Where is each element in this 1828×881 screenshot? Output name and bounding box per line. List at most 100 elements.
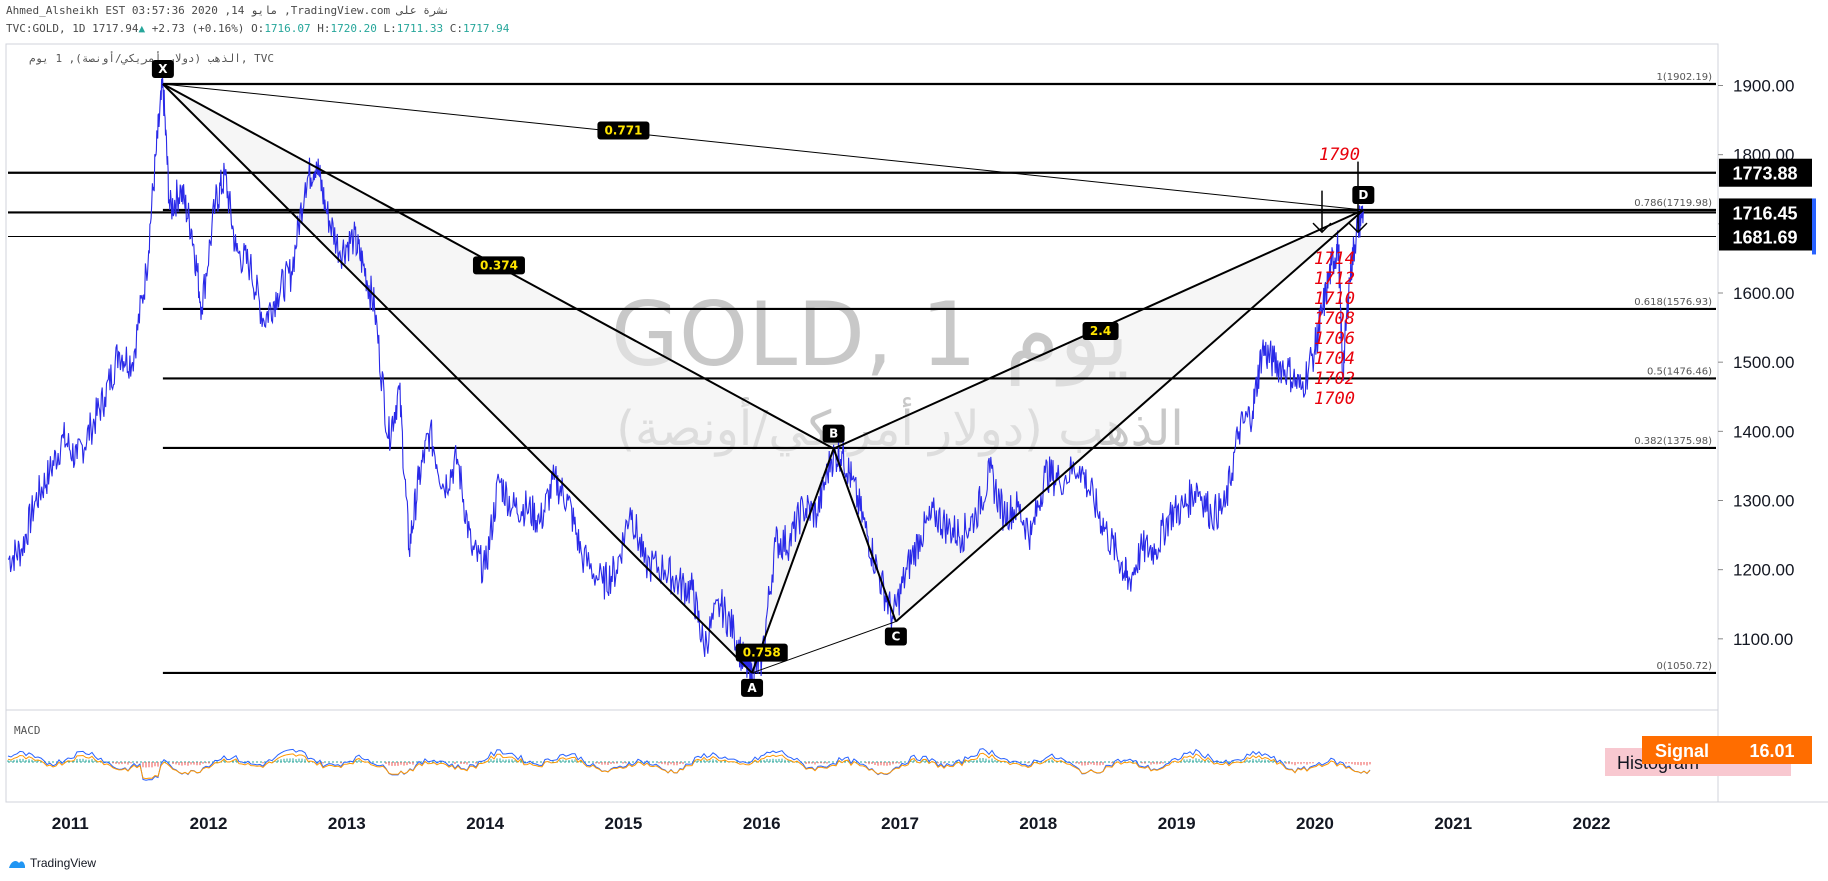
x-tick-label: 2020 bbox=[1296, 814, 1334, 833]
pattern-line-xa bbox=[162, 83, 753, 674]
note-top: 1790 bbox=[1319, 145, 1360, 165]
y-tick-label: 1100.00 bbox=[1733, 630, 1793, 649]
last-price-marker bbox=[1812, 198, 1816, 255]
note-item: 1704 bbox=[1314, 349, 1355, 369]
pattern-ratio-label: 0.374 bbox=[480, 258, 518, 272]
header-publish-line: Ahmed_Alsheikh EST 03:57:36 2020 ,14 ماي… bbox=[6, 4, 450, 17]
macd-label: MACD bbox=[14, 724, 41, 737]
y-tick-label: 1300.00 bbox=[1733, 492, 1794, 511]
footer-brand-label: TradingView bbox=[30, 856, 97, 870]
fib-label: 1(1902.19) bbox=[1656, 72, 1712, 83]
open-value: 1716.07 bbox=[264, 22, 311, 35]
x-tick-label: 2012 bbox=[190, 814, 228, 833]
close-value: 1717.94 bbox=[463, 22, 510, 35]
pattern-point-label: C bbox=[891, 630, 900, 644]
note-item: 1700 bbox=[1314, 389, 1355, 409]
price-tag-label: 1716.45 bbox=[1732, 203, 1797, 223]
low-value: 1711.33 bbox=[396, 22, 444, 35]
symbol-label[interactable]: TVC:GOLD, 1D bbox=[6, 22, 86, 35]
x-tick-label: 2017 bbox=[881, 814, 919, 833]
arrows-group bbox=[1312, 161, 1368, 234]
pattern-ratio-box bbox=[597, 121, 650, 140]
pattern-line-cd bbox=[895, 209, 1364, 623]
y-tick-label: 1500.00 bbox=[1733, 353, 1794, 372]
fib-label: 0.786(1719.98) bbox=[1634, 198, 1712, 209]
up-arrow-icon: ▲ bbox=[138, 22, 146, 35]
header-ohlc-line: TVC:GOLD, 1D 1717.94▲ +2.73 (+0.16%) O:1… bbox=[6, 22, 509, 35]
signal-tag-box bbox=[1642, 736, 1812, 764]
price-tags-group: 1773.88 1716.45 1681.69 bbox=[1719, 158, 1816, 255]
tradingview-logo-icon bbox=[9, 860, 25, 868]
last-price: 1717.94 bbox=[92, 22, 139, 35]
high-label: H: bbox=[317, 22, 331, 35]
signal-tag-value: 16.01 bbox=[1749, 741, 1794, 761]
footer-brand[interactable]: TradingView bbox=[8, 856, 96, 870]
pattern-point-label: A bbox=[747, 681, 757, 695]
pattern-point-box bbox=[151, 59, 174, 78]
pattern-point-label: X bbox=[158, 62, 168, 76]
price-series-group bbox=[7, 75, 1364, 692]
macd-line bbox=[7, 748, 1371, 781]
note-item: 1702 bbox=[1314, 369, 1355, 389]
open-label: O: bbox=[251, 22, 265, 35]
note-item: 1708 bbox=[1314, 309, 1355, 329]
pattern-point-label: D bbox=[1358, 188, 1368, 202]
pattern-point-label: B bbox=[829, 427, 838, 441]
pattern-line-ac bbox=[751, 621, 897, 674]
note-item: 1712 bbox=[1314, 269, 1355, 289]
price-line bbox=[7, 75, 1364, 692]
macd-signal-line bbox=[7, 752, 1371, 780]
pattern-lines-group: X A B C D 0.771 0.374 0.758 2.4 bbox=[151, 59, 1375, 697]
signal-tag-label: Signal bbox=[1655, 741, 1709, 761]
pattern-ratio-label: 0.771 bbox=[604, 123, 642, 137]
pattern-point-box bbox=[741, 678, 764, 697]
pattern-ratio-box bbox=[472, 256, 525, 275]
pattern-fill-bcd bbox=[833, 210, 1364, 622]
x-tick-label: 2014 bbox=[466, 814, 504, 833]
x-tick-label: 2013 bbox=[328, 814, 366, 833]
fib-label: 0.618(1576.93) bbox=[1634, 297, 1712, 308]
pattern-line-bc bbox=[832, 448, 897, 622]
price-change: +2.73 (+0.16%) bbox=[151, 22, 245, 35]
x-tick-label: 2016 bbox=[743, 814, 781, 833]
close-label: C: bbox=[449, 22, 464, 35]
pattern-ratio-label: 2.4 bbox=[1090, 324, 1111, 338]
x-tick-label: 2011 bbox=[52, 814, 89, 833]
pattern-point-box bbox=[822, 424, 845, 443]
price-tag-label: 1773.88 bbox=[1732, 164, 1797, 184]
down-arrow-icon bbox=[1348, 222, 1368, 234]
price-tag-box bbox=[1719, 222, 1812, 251]
price-tag-label: 1681.69 bbox=[1732, 227, 1797, 247]
low-label: L: bbox=[383, 22, 397, 35]
y-tick-label: 1200.00 bbox=[1733, 561, 1794, 580]
pattern-ratio-label: 0.758 bbox=[743, 646, 781, 660]
y-tick-label: 1900.00 bbox=[1733, 77, 1794, 96]
note-item: 1706 bbox=[1314, 329, 1355, 349]
x-tick-label: 2018 bbox=[1019, 814, 1057, 833]
x-tick-label: 2021 bbox=[1434, 814, 1472, 833]
note-item: 1714 bbox=[1314, 249, 1355, 269]
y-tick-label: 1400.00 bbox=[1733, 422, 1794, 441]
time-axis-group: 2011 2012 2013 2014 2015 2016 2017 2018 2019 2020… bbox=[52, 814, 1611, 833]
pattern-ratio-box bbox=[735, 643, 788, 662]
price-tag-box bbox=[1719, 198, 1812, 227]
legend-title: الذهب (دولار أمريكي/أونصة), 1 يوم, TVC bbox=[29, 51, 274, 65]
pattern-ratio-box bbox=[1082, 322, 1119, 341]
price-tag-box bbox=[1719, 158, 1812, 187]
y-tick-label: 1600.00 bbox=[1733, 284, 1794, 303]
pattern-point-box bbox=[884, 627, 907, 646]
pattern-line-xd bbox=[162, 83, 1364, 211]
x-tick-label: 2019 bbox=[1158, 814, 1196, 833]
fib-levels-group: 1(1902.19) 0.786(1719.98) 0.618(1576.93) 0.… bbox=[162, 72, 1716, 675]
x-tick-label: 2015 bbox=[605, 814, 643, 833]
macd-pane-group: MACDHistogramSignal16.01 bbox=[7, 724, 1812, 781]
fib-label: 0(1050.72) bbox=[1656, 661, 1712, 672]
fib-label: 0.382(1375.98) bbox=[1634, 436, 1712, 447]
down-arrow-icon bbox=[1312, 222, 1332, 234]
fib-label: 0.5(1476.46) bbox=[1647, 366, 1712, 377]
x-tick-label: 2022 bbox=[1573, 814, 1611, 833]
pattern-line-ab bbox=[751, 448, 835, 674]
note-item: 1710 bbox=[1314, 289, 1355, 309]
